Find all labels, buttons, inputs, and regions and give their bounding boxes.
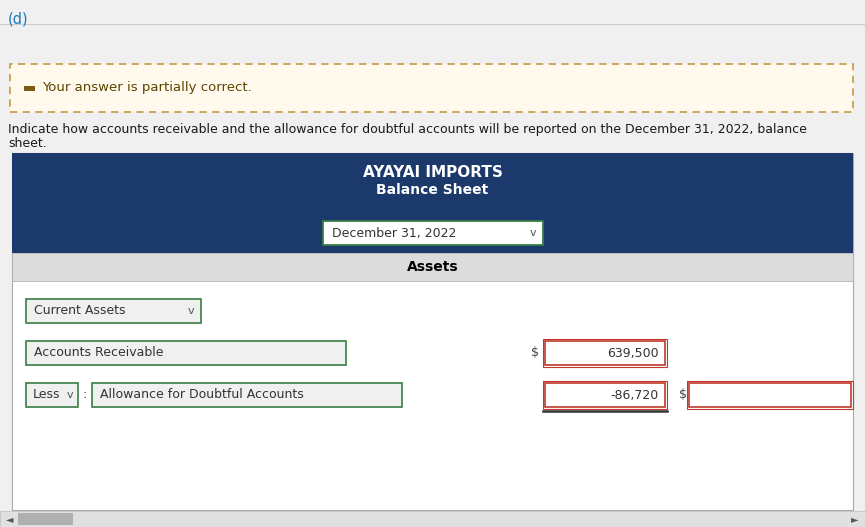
- Text: v: v: [67, 390, 74, 400]
- Bar: [26, 299, 201, 323]
- Text: Current Assets: Current Assets: [34, 305, 125, 317]
- Bar: [689, 383, 851, 407]
- Bar: [12, 153, 853, 253]
- Text: :: :: [83, 388, 87, 402]
- Bar: [26, 383, 78, 407]
- Bar: [545, 383, 665, 407]
- Bar: [323, 221, 542, 245]
- Bar: [545, 341, 665, 365]
- Text: Your answer is partially correct.: Your answer is partially correct.: [42, 82, 252, 94]
- Text: (d): (d): [8, 11, 29, 26]
- Bar: [24, 85, 35, 91]
- FancyBboxPatch shape: [10, 64, 853, 112]
- Text: December 31, 2022: December 31, 2022: [332, 227, 457, 239]
- Text: Allowance for Doubtful Accounts: Allowance for Doubtful Accounts: [100, 388, 304, 402]
- Bar: [12, 153, 853, 510]
- Bar: [12, 253, 853, 281]
- Text: AYAYAI IMPORTS: AYAYAI IMPORTS: [362, 165, 503, 180]
- Text: ►: ►: [851, 514, 859, 524]
- Text: Indicate how accounts receivable and the allowance for doubtful accounts will be: Indicate how accounts receivable and the…: [8, 123, 807, 136]
- Bar: [0, 511, 865, 527]
- Bar: [18, 513, 73, 525]
- Text: $: $: [531, 346, 539, 359]
- Text: 639,500: 639,500: [607, 346, 659, 359]
- Text: -86,720: -86,720: [611, 388, 659, 402]
- Bar: [26, 341, 346, 365]
- Text: v: v: [188, 306, 195, 316]
- Bar: [543, 381, 667, 409]
- Text: $: $: [679, 388, 687, 402]
- Text: v: v: [529, 228, 535, 238]
- Bar: [92, 383, 402, 407]
- Text: Less: Less: [33, 388, 61, 402]
- Text: Balance Sheet: Balance Sheet: [376, 183, 489, 197]
- Bar: [543, 339, 667, 367]
- Bar: [687, 381, 853, 409]
- Text: sheet.: sheet.: [8, 137, 47, 150]
- Text: Assets: Assets: [407, 260, 458, 274]
- Text: ◄: ◄: [6, 514, 14, 524]
- Text: Accounts Receivable: Accounts Receivable: [34, 346, 163, 359]
